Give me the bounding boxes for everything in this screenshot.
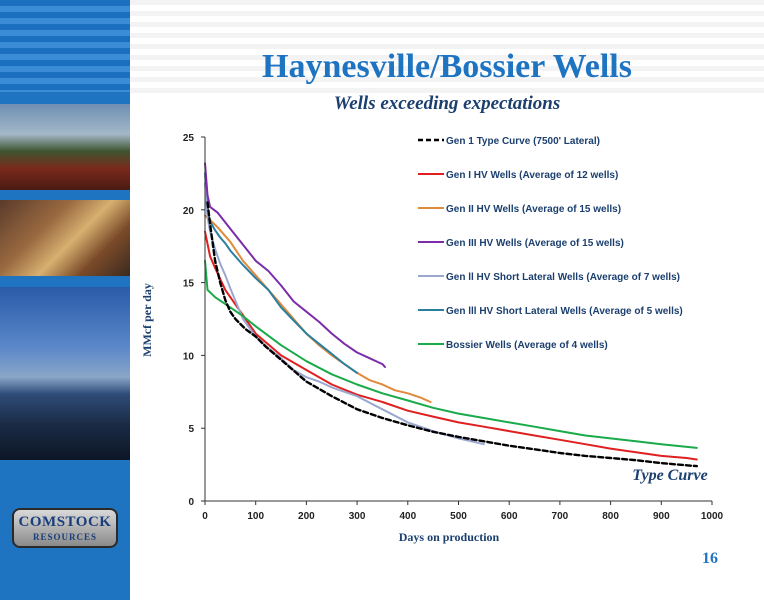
y-tick-label: 25 <box>183 133 195 144</box>
y-tick-label: 5 <box>188 424 194 435</box>
x-tick-label: 900 <box>653 511 670 522</box>
header-stripes <box>130 0 764 98</box>
x-tick-label: 0 <box>202 511 208 522</box>
series-line-6 <box>204 172 359 374</box>
x-tick-label: 800 <box>602 511 619 522</box>
photo-rig-at-dusk <box>0 287 130 460</box>
company-logo: COMSTOCK RESOURCES <box>12 508 118 548</box>
legend-label: Bossier Wells (Average of 4 wells) <box>446 340 608 351</box>
photo-rig-worker <box>0 200 130 276</box>
legend-label: Gen lll HV Short Lateral Wells (Average … <box>446 306 683 317</box>
chart-legend: Gen 1 Type Curve (7500' Lateral) Gen I HV… <box>418 136 683 351</box>
series-line-5 <box>204 182 485 446</box>
series-line-1 <box>206 201 698 468</box>
page-number: 16 <box>702 550 718 567</box>
x-axis-label: Days on production <box>399 530 500 544</box>
x-tick-label: 500 <box>450 511 467 522</box>
y-axis-label: MMcf per day <box>140 283 154 357</box>
logo-text-line1: COMSTOCK <box>18 514 112 530</box>
x-tick-label: 400 <box>399 511 416 522</box>
x-tick-label: 100 <box>247 511 264 522</box>
page-subtitle: Wells exceeding expectations <box>333 93 561 114</box>
x-tick-label: 300 <box>349 511 366 522</box>
page-title: Haynesville/Bossier Wells <box>262 48 632 85</box>
logo-text-line2: RESOURCES <box>32 532 97 542</box>
type-curve-annotation: Type Curve <box>632 467 707 484</box>
y-tick-label: 20 <box>183 206 195 217</box>
series-line-2 <box>204 230 698 461</box>
sidebar-stripes <box>0 0 130 92</box>
x-tick-label: 200 <box>298 511 315 522</box>
x-tick-label: 1000 <box>701 511 724 522</box>
chart-axes: 0 100 200 300 400 500 600 700 800 900 1000 0 5 10 15 20… <box>183 133 724 522</box>
legend-label: Gen I HV Wells (Average of 12 wells) <box>446 170 618 181</box>
y-tick-label: 10 <box>183 351 195 362</box>
series-line-4 <box>204 162 386 368</box>
legend-label: Gen ll HV Short Lateral Wells (Average o… <box>446 272 680 283</box>
legend-label: Gen III HV Wells (Average of 15 wells) <box>446 238 624 249</box>
x-tick-label: 600 <box>501 511 518 522</box>
legend-label: Gen 1 Type Curve (7500' Lateral) <box>446 136 600 147</box>
legend-label: Gen II HV Wells (Average of 15 wells) <box>446 204 621 215</box>
sidebar: COMSTOCK RESOURCES <box>0 0 130 600</box>
series-lines <box>204 162 698 468</box>
photo-drilling-site <box>0 104 130 190</box>
y-tick-label: 0 <box>188 497 194 508</box>
y-tick-label: 15 <box>183 279 195 290</box>
series-line-7 <box>204 259 698 449</box>
x-tick-label: 700 <box>552 511 569 522</box>
